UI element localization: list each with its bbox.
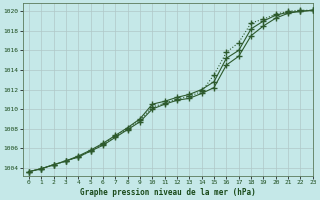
X-axis label: Graphe pression niveau de la mer (hPa): Graphe pression niveau de la mer (hPa)	[80, 188, 256, 197]
